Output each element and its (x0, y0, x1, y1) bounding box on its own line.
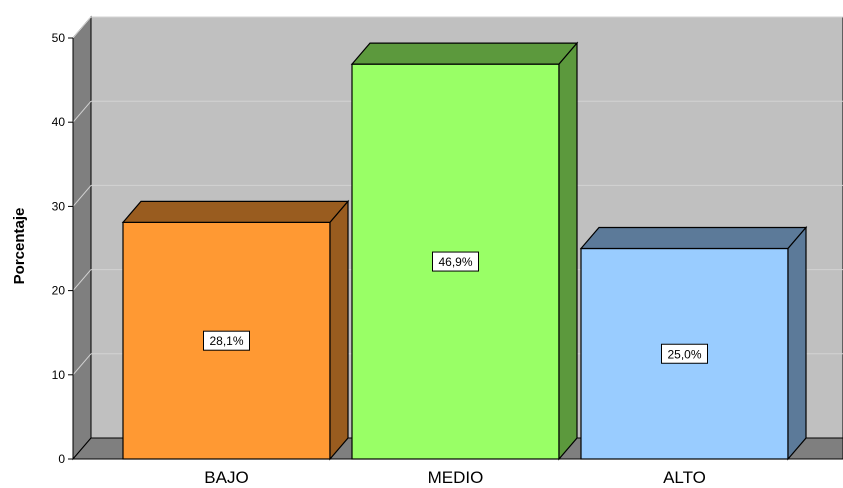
y-tick-label: 0 (58, 452, 65, 466)
gridline-diagonal (72, 16, 92, 39)
data-label-box (432, 251, 479, 272)
y-tick-label: 10 (52, 368, 66, 382)
data-label: 46,9% (438, 255, 472, 269)
y-tick-label: 20 (52, 284, 66, 298)
bar-side (329, 199, 349, 461)
y-tick-label: 50 (52, 31, 66, 45)
bar-top (579, 226, 808, 250)
bars (121, 41, 808, 461)
gridline-diagonal (72, 269, 92, 291)
bar-side (787, 225, 807, 461)
x-tick-label: BAJO (204, 468, 248, 487)
y-axis-title: Porcentaje (11, 208, 28, 285)
data-label: 28,1% (209, 334, 243, 348)
x-axis: BAJO MEDIO ALTO (204, 468, 706, 487)
gridline-diagonal (72, 100, 92, 123)
data-labels: 28,1% 46,9% 25,0% (203, 251, 708, 364)
gridline-diagonal (72, 353, 92, 376)
bar-alto (579, 225, 808, 461)
y-tick-label: 40 (52, 115, 66, 129)
bar-side (558, 41, 578, 461)
data-label-box (661, 343, 708, 364)
bar-top (350, 42, 579, 65)
x-tick-label: MEDIO (428, 468, 484, 487)
bar-bajo (121, 199, 350, 461)
bar-top (121, 200, 350, 223)
y-axis: 0 10 20 30 40 50 (52, 31, 74, 466)
gridline-diagonal (72, 185, 92, 207)
bar-medio (350, 41, 579, 461)
data-label-box (203, 330, 250, 351)
data-label: 25,0% (667, 347, 701, 361)
left-wall (72, 15, 92, 461)
y-tick-label: 30 (52, 199, 66, 213)
x-tick-label: ALTO (663, 468, 706, 487)
